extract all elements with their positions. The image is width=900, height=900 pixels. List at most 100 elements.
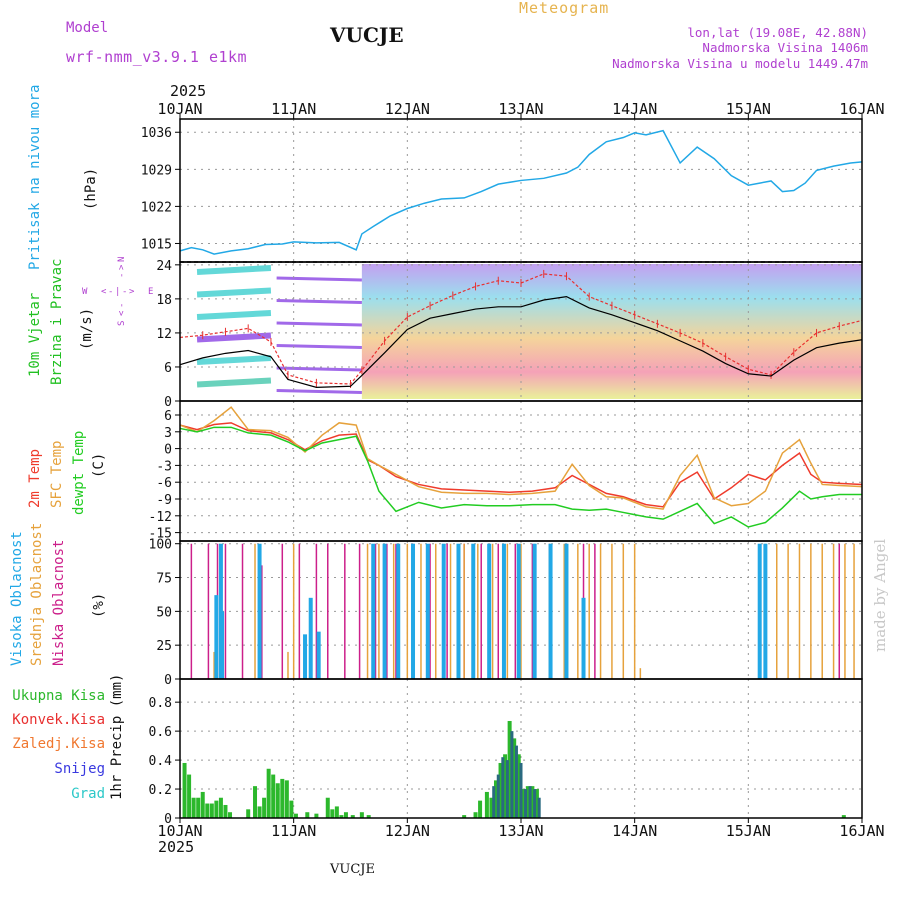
dir-e: E [148,287,154,297]
y-tick-label: 18 [156,293,172,308]
y-tick-label: 25 [156,639,172,654]
x-tick-label-top: 13JAN [498,100,543,118]
precip-rain-bar [182,762,187,818]
dir-dash-right: - [122,287,128,297]
dir-arrow-left: < [101,287,107,297]
cloud-high-bar [487,543,492,679]
cloud-high-bar [396,543,401,679]
precip-rain-bar [262,797,267,818]
temp-dewpoint-line [179,426,862,528]
precip-rain-bar [293,813,298,818]
precip-snow-bar [537,797,541,818]
wind-barb-row [276,389,362,394]
precip-rain-bar [507,720,512,818]
y-tick-label: -9 [156,493,172,508]
precip-snow-bar [510,731,514,818]
precip-rain-bar [512,738,517,818]
precip-snow-bar [514,745,518,818]
y-tick-label: 6 [164,409,172,424]
precip-rain-bar [187,774,192,818]
x-tick-label-bottom: 14JAN [612,822,657,840]
x-tick-label-top: 11JAN [271,100,316,118]
precip-rain-bar [534,789,539,818]
coords-label: lon,lat (19.08E, 42.88N) [687,25,868,40]
precip-rain-bar [330,809,335,818]
x-tick-label-bottom: 13JAN [498,822,543,840]
precip-rain-bar [253,786,258,818]
precip-snow-bar [519,762,523,818]
precip-rain-bar [484,791,489,818]
x-tick-label-top: 12JAN [385,100,430,118]
y-tick-label: 0 [164,673,172,688]
cloud-high-bar [564,543,569,679]
precip-rain-bar [218,797,223,818]
pressure-line [179,129,863,255]
precip-rain-bar [196,797,201,818]
wind-direction-band [361,264,862,399]
x-tick-label-top: 10JAN [157,100,202,118]
precip-rain-bar [530,786,535,818]
dir-bar: | [115,287,121,297]
wind-barb-row [276,299,362,304]
dir-arrow-right: > [129,287,135,297]
cloud-high-bar [411,543,416,679]
cloud-high-bar [220,611,225,679]
cloud-high-bar [456,543,461,679]
y-tick-label: 12 [156,327,172,342]
y-tick-label: 0 [164,443,172,458]
precip-snow-bar [496,774,500,818]
cloud-high-bar [214,595,219,679]
wind-speed-line [179,295,863,388]
y-tick-label: 1029 [141,163,172,178]
y-tick-label: 1015 [141,237,172,252]
cloud-high-bar [757,543,762,679]
precip-rain-bar [228,812,233,818]
cloud-high-bar [548,543,553,679]
y-tick-label: 50 [156,605,172,620]
precip-rain-bar [478,800,483,818]
wind-barb-row [276,321,362,327]
precip-rain-bar [209,803,214,818]
cloud-high-bar [382,543,387,679]
precip-rain-bar [334,806,339,818]
cloud-high-bar [532,543,537,679]
x-tick-label-bottom: 15JAN [726,822,771,840]
precip-legend-total: Ukupna Kisa [12,688,105,704]
precip-rain-bar [462,815,467,818]
precip-rain-bar [325,797,330,818]
precip-rain-bar [205,803,210,818]
precip-rain-bar [275,783,280,818]
cloud-high-bar [516,543,521,679]
precip-snow-bar [524,789,528,818]
y-tick-label: 0.2 [149,783,172,798]
precip-legend-conv: Konvek.Kisa [12,712,105,728]
y-tick-label: 0 [164,812,172,827]
wind-barb-row [196,377,272,388]
wind-barb-row [196,310,272,320]
chart-title: Meteogram [519,0,610,17]
precip-rain-bar [493,780,498,818]
precip-rain-bar [305,812,310,818]
x-tick-label-top: 14JAN [612,100,657,118]
cloud-high-bar [308,597,313,679]
precip-rain-bar [498,762,503,818]
y-tick-label: 1022 [141,200,172,215]
y-tick-label: 0.6 [149,725,172,740]
cloud-high-bar [371,543,376,679]
cloud-high-bar [316,631,321,679]
model-label: Model [66,20,109,36]
x-tick-label-top: 15JAN [726,100,771,118]
wind-barb-row [276,276,362,282]
precip-rain-bar [359,812,364,818]
x-tick-label-bottom: 12JAN [385,822,430,840]
dir-dash-left: - [108,287,114,297]
y-tick-label: -15 [149,527,172,542]
x-tick-label-bottom: 16JAN [839,822,884,840]
precip-rain-bar [521,789,526,818]
precip-rain-bar [841,815,846,818]
y-tick-label: 75 [156,572,172,587]
precip-legend-frozen: Zaledj.Kisa [12,736,105,752]
cloud-high-bar [501,543,506,679]
